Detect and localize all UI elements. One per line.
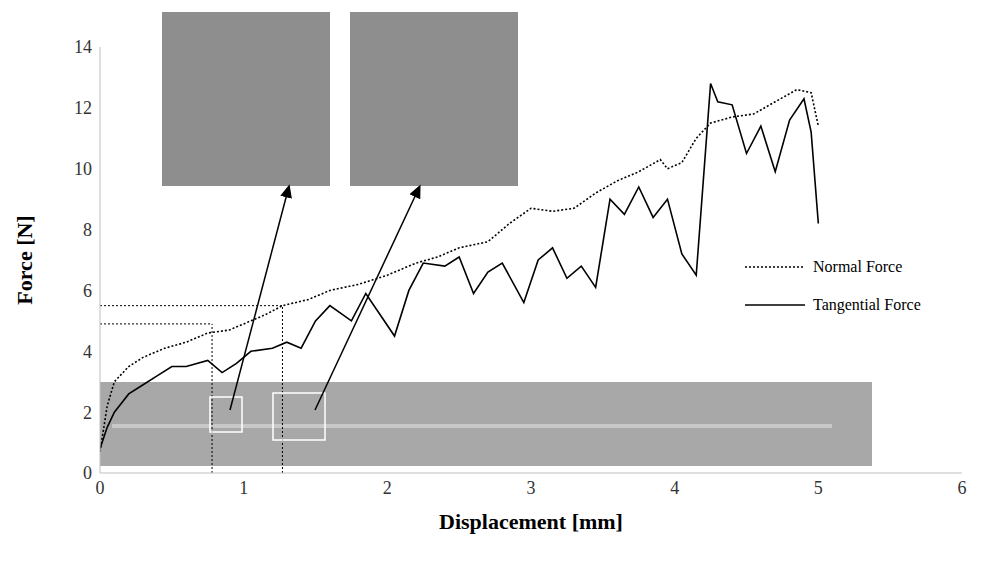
svg-text:2: 2: [83, 403, 92, 423]
svg-text:8: 8: [83, 220, 92, 240]
svg-text:12: 12: [74, 98, 92, 118]
svg-text:Force [N]: Force [N]: [12, 215, 37, 304]
svg-text:6: 6: [83, 281, 92, 301]
svg-text:2: 2: [383, 478, 392, 498]
html-text:Normal Force: Normal Force: [813, 258, 903, 275]
svg-text:4: 4: [83, 342, 92, 362]
svg-text:6: 6: [958, 478, 967, 498]
svg-text:5: 5: [814, 478, 823, 498]
svg-text:0: 0: [96, 478, 105, 498]
svg-text:3: 3: [527, 478, 536, 498]
svg-text:4: 4: [670, 478, 679, 498]
svg-text:Displacement [mm]: Displacement [mm]: [439, 509, 623, 534]
svg-text:10: 10: [74, 159, 92, 179]
html-text:Tangential Force: Tangential Force: [813, 296, 921, 313]
svg-text:0: 0: [83, 463, 92, 483]
svg-text:14: 14: [74, 37, 92, 57]
svg-text:1: 1: [239, 478, 248, 498]
